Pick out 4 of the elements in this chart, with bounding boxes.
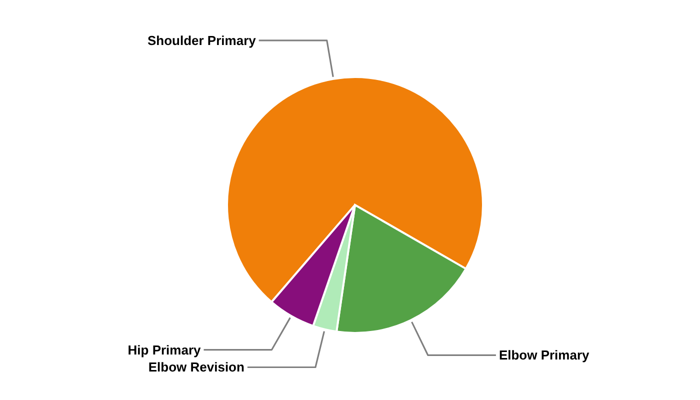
slice-label: Hip Primary <box>128 342 202 358</box>
slice-label: Elbow Primary <box>498 348 590 363</box>
slice-label: Elbow Revision <box>148 360 244 375</box>
slice-label: Shoulder Primary <box>147 32 257 48</box>
